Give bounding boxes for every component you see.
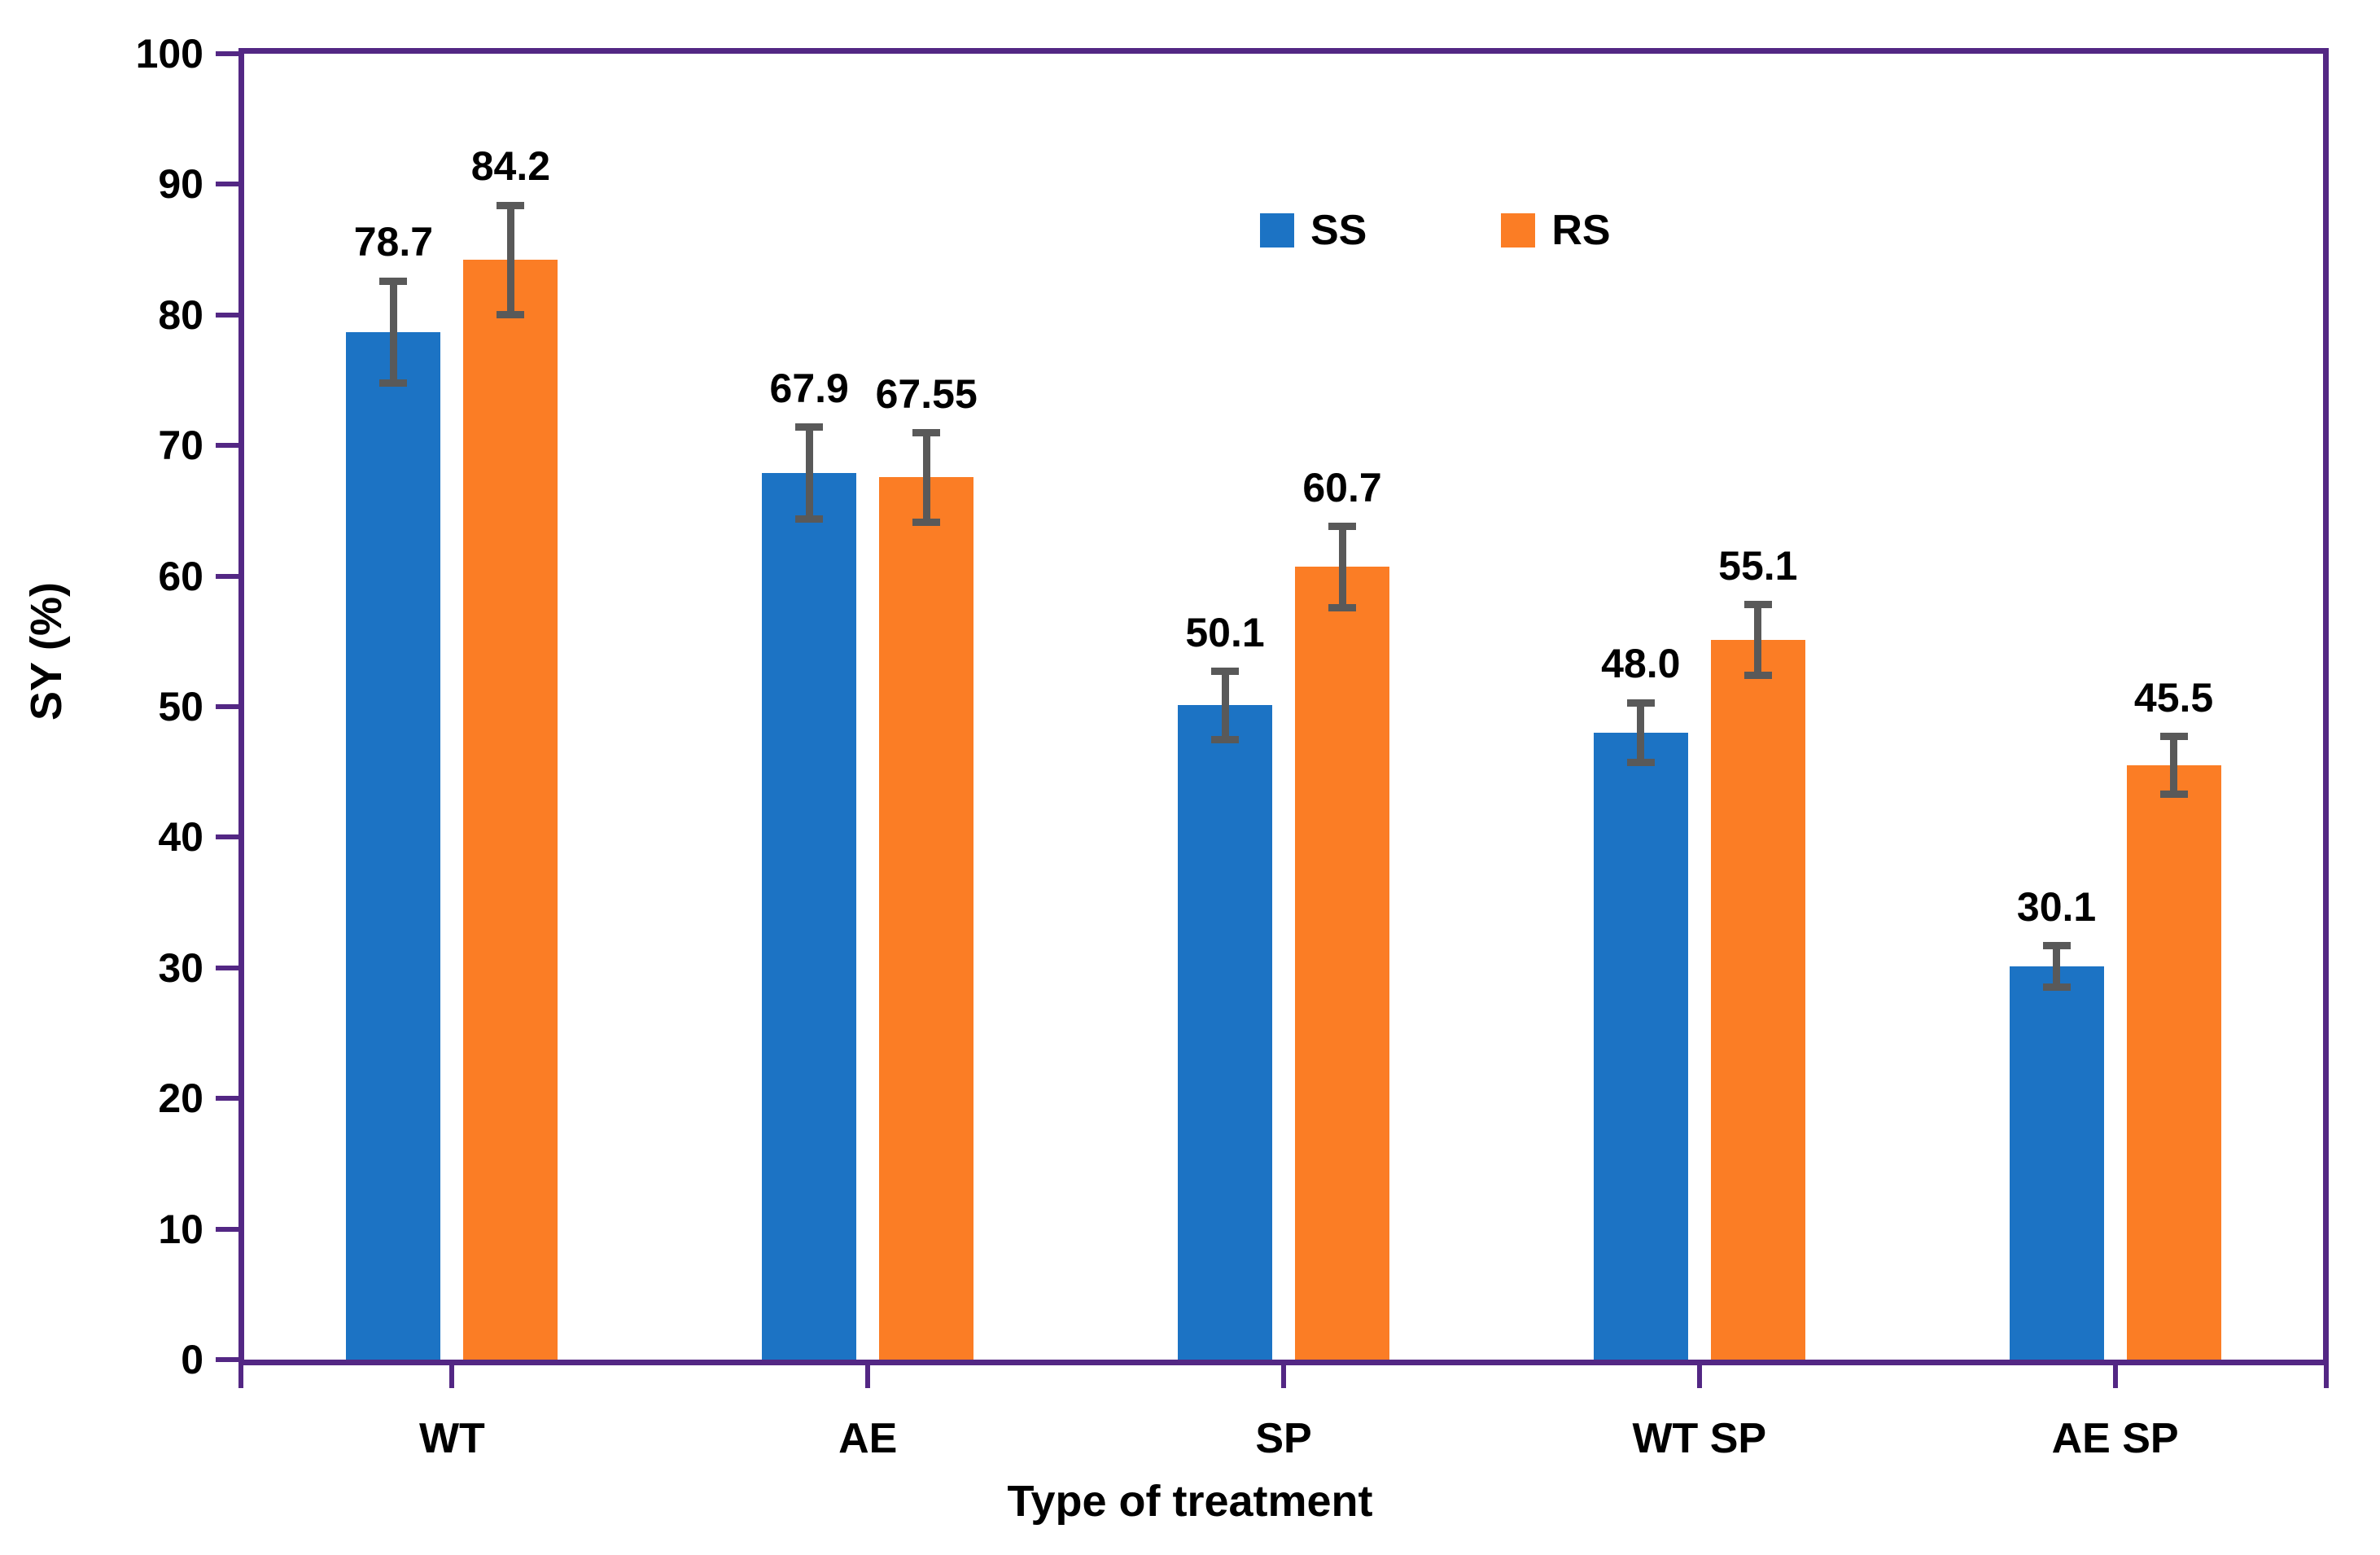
y-tick-label: 20 (158, 1075, 203, 1122)
error-bar-cap (497, 311, 525, 319)
bar-RS-AE-SP (2126, 765, 2221, 1360)
y-axis-tick (216, 834, 238, 840)
y-tick-label: 90 (158, 161, 203, 208)
bar-RS-WT (463, 260, 558, 1360)
y-axis-tick (216, 443, 238, 449)
plot-area (238, 48, 2329, 1365)
error-bar-line (922, 432, 930, 523)
x-axis-tick (2112, 1365, 2118, 1388)
x-tick-label: WT (418, 1415, 485, 1462)
error-bar-line (1338, 526, 1346, 608)
error-bar-cap (497, 201, 525, 209)
legend: SS RS (1260, 208, 1611, 253)
error-bar-line (506, 205, 514, 315)
bar-RS-SP (1295, 567, 1389, 1360)
error-bar-cap (2159, 790, 2188, 798)
x-tick-label: WT SP (1632, 1415, 1767, 1462)
x-axis-corner-tick (238, 1365, 243, 1388)
y-axis-tick (216, 312, 238, 318)
error-bar-cap (1743, 672, 1772, 679)
x-tick-label: SP (1255, 1415, 1312, 1462)
data-label: 45.5 (2133, 674, 2214, 721)
error-bar-cap (1211, 735, 1239, 743)
x-axis-corner-tick (2324, 1365, 2329, 1388)
bar-RS-AE (879, 477, 974, 1360)
legend-swatch-RS (1501, 213, 1536, 247)
data-label: 50.1 (1185, 609, 1265, 655)
y-tick-label: 0 (181, 1337, 203, 1382)
y-axis-tick (216, 51, 238, 56)
error-bar-cap (1328, 603, 1356, 611)
x-tick-label: AE (838, 1415, 898, 1462)
error-bar-cap (912, 429, 941, 437)
error-bar-line (2053, 945, 2061, 988)
data-label: 48.0 (1601, 641, 1681, 687)
error-bar-line (1637, 703, 1645, 763)
y-tick-label: 70 (158, 423, 203, 469)
legend-swatch-SS (1260, 213, 1294, 247)
error-bar-cap (912, 518, 941, 526)
legend-item-SS: SS (1260, 208, 1367, 253)
y-axis-tick (216, 1096, 238, 1102)
error-bar-cap (2042, 942, 2071, 950)
bar-SS-AE (762, 472, 857, 1360)
x-axis-tick (1696, 1365, 1702, 1388)
y-tick-label: 30 (158, 944, 203, 991)
y-axis-tick (216, 704, 238, 709)
x-axis-tick (449, 1365, 455, 1388)
x-axis-title: Type of treatment (1007, 1477, 1373, 1526)
bar-SS-WT-SP (1593, 733, 1688, 1360)
bar-SS-AE-SP (2009, 966, 2104, 1360)
y-axis-title: SY (%) (22, 581, 71, 721)
legend-label: RS (1551, 207, 1611, 254)
error-bar-line (1221, 671, 1229, 740)
y-axis-tick (216, 573, 238, 579)
error-bar-cap (795, 515, 824, 523)
error-bar-cap (379, 277, 408, 285)
legend-item-RS: RS (1501, 207, 1611, 254)
y-axis-tick (216, 965, 238, 970)
y-tick-label: 50 (158, 684, 203, 729)
error-bar-line (1754, 604, 1762, 676)
error-bar-cap (2042, 983, 2071, 992)
x-axis-tick (865, 1365, 871, 1388)
data-label: 67.55 (875, 370, 978, 417)
error-bar-line (2170, 736, 2178, 795)
y-axis-tick (216, 182, 238, 187)
y-axis-tick (216, 1357, 238, 1362)
error-bar-cap (1626, 699, 1655, 707)
x-axis-tick (1281, 1365, 1286, 1388)
error-bar-cap (1328, 523, 1356, 531)
error-bar-line (805, 427, 813, 519)
y-tick-label: 40 (158, 814, 203, 861)
bar-SS-WT (346, 331, 441, 1360)
data-label: 78.7 (353, 219, 434, 265)
y-tick-label: 60 (158, 553, 203, 599)
data-label: 55.1 (1718, 542, 1798, 589)
y-tick-label: 100 (135, 31, 203, 77)
error-bar-line (389, 281, 397, 383)
error-bar-cap (2159, 733, 2188, 741)
y-axis-tick (216, 1226, 238, 1232)
bar-RS-WT-SP (1710, 640, 1805, 1360)
bar-SS-SP (1178, 705, 1272, 1360)
y-tick-label: 10 (158, 1206, 203, 1252)
data-label: 60.7 (1302, 464, 1382, 510)
data-label: 84.2 (470, 143, 551, 190)
error-bar-cap (1743, 601, 1772, 609)
y-tick-label: 80 (158, 291, 203, 338)
error-bar-cap (795, 423, 824, 431)
x-tick-label: AE SP (2051, 1415, 2179, 1462)
data-label: 30.1 (2016, 883, 2097, 930)
error-bar-cap (1211, 668, 1239, 676)
error-bar-cap (379, 379, 408, 387)
legend-label: SS (1310, 207, 1367, 254)
data-label: 67.9 (769, 365, 849, 411)
error-bar-cap (1626, 759, 1655, 767)
